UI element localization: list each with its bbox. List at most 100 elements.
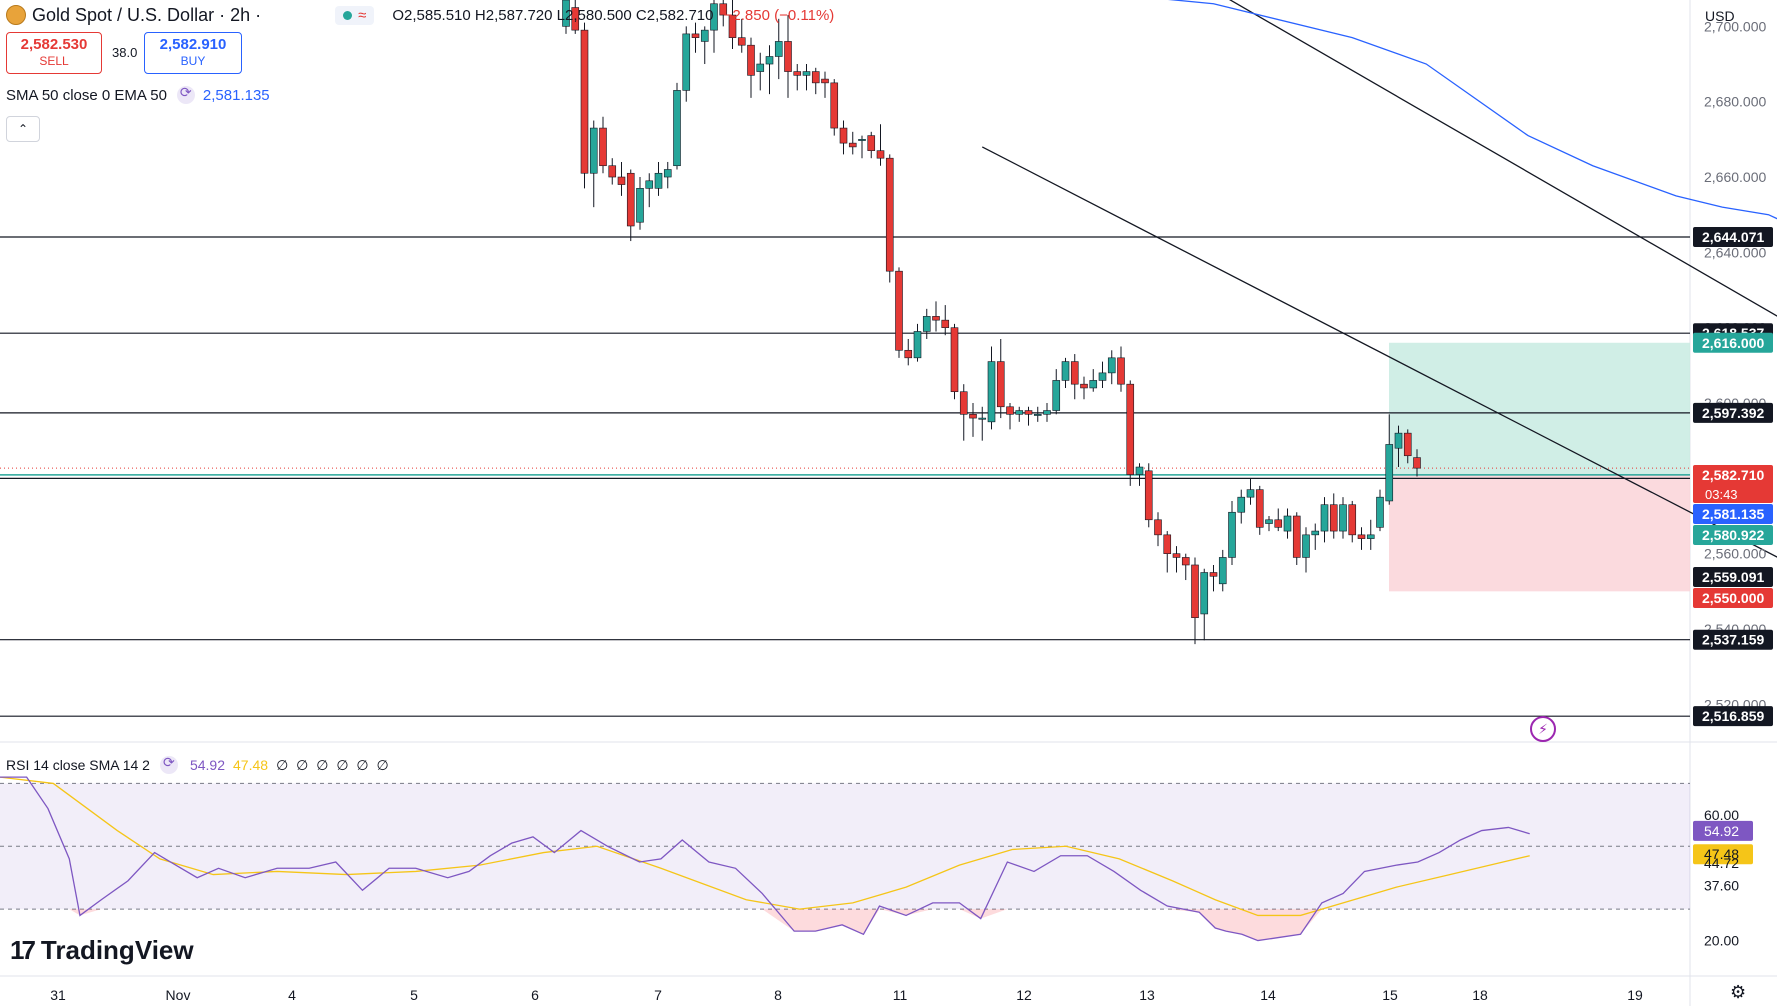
candle-body-down	[1274, 519, 1283, 528]
candle-body-down	[580, 29, 589, 174]
price-badge-label: 2,550.000	[1702, 590, 1764, 606]
buy-button[interactable]: 2,582.910 BUY	[144, 32, 242, 74]
candle	[562, 0, 570, 34]
gold-coin-icon	[6, 5, 26, 25]
candle	[1339, 497, 1347, 539]
tradingview-logo[interactable]: 17 TradingView	[10, 935, 194, 966]
candle	[626, 169, 635, 242]
candle-body-down	[1163, 534, 1172, 554]
level-price-label: 2,516.859	[1702, 708, 1764, 724]
settings-gear-icon[interactable]: ⚙	[1730, 982, 1747, 1002]
candle	[1043, 403, 1051, 422]
candle-body-down	[895, 270, 903, 351]
candle	[1265, 516, 1273, 532]
refresh-icon[interactable]	[176, 84, 195, 104]
sma-legend[interactable]: SMA 50 close 0 EMA 50 2,581.135	[6, 84, 270, 104]
symbol-title[interactable]: Gold Spot / U.S. Dollar · 2h ·	[32, 4, 262, 25]
candle	[1098, 361, 1107, 388]
candle-body-up	[1311, 530, 1320, 536]
candle-body-down	[571, 7, 580, 31]
price-axis[interactable]: 2,700.0002,680.0002,660.0002,640.0002,62…	[1693, 18, 1773, 727]
candle	[589, 120, 598, 208]
candle	[978, 406, 987, 441]
candle-body-down	[1329, 504, 1338, 532]
collapse-legend-button[interactable]: ⌃	[6, 116, 40, 142]
candle	[737, 18, 746, 53]
price-badge	[1693, 525, 1773, 545]
candle	[1366, 519, 1375, 550]
candle-body-up	[1394, 432, 1403, 449]
sell-button[interactable]: 2,582.530 SELL	[6, 32, 102, 74]
candle-body-up	[682, 33, 691, 91]
flash-icon[interactable]: ⚡	[1530, 716, 1556, 742]
candlesticks	[562, 0, 1421, 645]
candle-body-down	[1024, 410, 1033, 415]
sma-line	[1167, 0, 1777, 220]
time-axis[interactable]: 31 Nov 4 5 6 7 8 11 12 13 14 15 18 19	[50, 987, 1643, 1003]
candle	[913, 323, 922, 362]
rsi-tick-label: 60.00	[1704, 807, 1739, 823]
candle-body-up	[645, 180, 654, 189]
candle	[1237, 489, 1246, 524]
tradingview-wordmark: TradingView	[40, 935, 194, 965]
candle-body-down	[1154, 519, 1162, 536]
level-price-label: 2,597.392	[1702, 405, 1764, 421]
candle-body-up	[913, 331, 922, 359]
candle	[571, 0, 580, 34]
candle-body-up	[765, 56, 774, 65]
sell-price: 2,582.530	[20, 36, 88, 53]
sma50-line	[1167, 0, 1777, 220]
candle-body-up	[1237, 496, 1246, 513]
candle-body-down	[608, 165, 617, 178]
candle-body-up	[673, 90, 681, 167]
candle	[830, 79, 839, 136]
candle	[1144, 463, 1153, 528]
time-tick-label: 13	[1139, 987, 1155, 1003]
candle-body-down	[728, 14, 737, 38]
level-price-badge	[1693, 227, 1773, 248]
time-tick-label: 18	[1472, 987, 1488, 1003]
candle-body-up	[1098, 372, 1107, 381]
candle	[1413, 449, 1421, 477]
position-zones	[1389, 342, 1690, 592]
time-tick-label: 8	[774, 987, 782, 1003]
rsi-oversold-fill	[0, 909, 1530, 941]
candle	[1107, 350, 1116, 385]
rsi-legend[interactable]: RSI 14 close SMA 14 2 54.92 47.48 ∅ ∅ ∅ …	[6, 754, 391, 774]
rsi-refresh-icon[interactable]	[159, 754, 178, 774]
price-badge	[1693, 504, 1773, 524]
level-price-label: 2,537.159	[1702, 632, 1764, 648]
candle	[774, 18, 783, 80]
candle-body-up	[1043, 410, 1051, 415]
candle-body-down	[1117, 357, 1125, 385]
candle-body-down	[1181, 557, 1190, 566]
candle	[1135, 463, 1144, 486]
candle-body-up	[922, 316, 931, 332]
candle	[1348, 500, 1357, 543]
rsi-value-badge	[1693, 844, 1753, 865]
candle-body-down	[1080, 383, 1088, 389]
candle	[1181, 553, 1190, 581]
countdown-label: 03:43	[1705, 487, 1738, 502]
time-tick-label: 31	[50, 987, 66, 1003]
candle	[950, 323, 959, 400]
rsi-band	[0, 783, 1690, 910]
candle-body-up	[1376, 496, 1384, 528]
candle-body-down	[691, 33, 700, 38]
candle-body-up	[756, 63, 765, 72]
candle	[1283, 508, 1292, 539]
currency-selector[interactable]: USD	[1705, 8, 1735, 24]
candle-body-up	[1366, 534, 1375, 539]
candle-body-down	[1255, 489, 1264, 528]
price-badge-label: 2,559.091	[1702, 569, 1764, 585]
candle	[1376, 489, 1384, 532]
candle	[747, 37, 755, 98]
market-status[interactable]: ≈	[335, 5, 375, 25]
low-label: L	[556, 6, 565, 24]
candle-body-up	[1302, 534, 1310, 558]
close-label: C	[635, 6, 647, 24]
candle-body-down	[1357, 534, 1366, 539]
time-tick-label: 14	[1260, 987, 1276, 1003]
sma-legend-label: SMA 50 close 0 EMA 50	[6, 86, 167, 104]
